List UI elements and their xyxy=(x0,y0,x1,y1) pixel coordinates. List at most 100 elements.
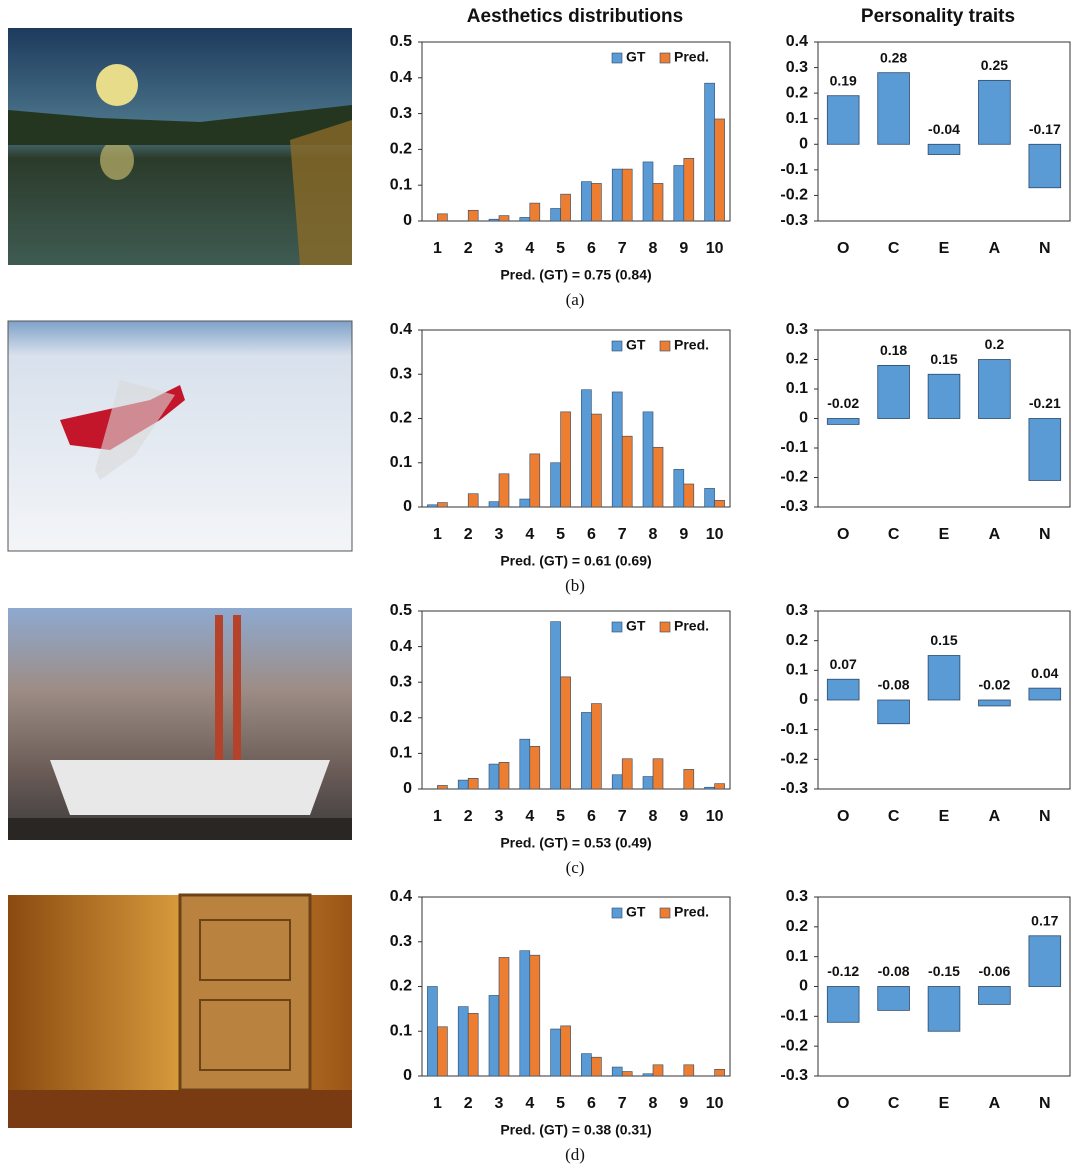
y-tick-label: 0.2 xyxy=(390,978,412,995)
x-tick-label: 10 xyxy=(706,808,724,825)
x-tick-label: 1 xyxy=(433,526,442,543)
bar xyxy=(551,463,561,507)
panel-label: (a) xyxy=(566,290,585,309)
panel-label: (c) xyxy=(566,858,585,877)
data-label: 0.04 xyxy=(1031,665,1058,681)
bar xyxy=(437,503,447,507)
bar xyxy=(643,162,653,221)
data-label: -0.02 xyxy=(978,677,1010,693)
x-tick-label: 9 xyxy=(679,240,688,257)
data-label: -0.06 xyxy=(978,963,1010,979)
bar xyxy=(928,144,960,154)
y-tick-label: 0.1 xyxy=(786,380,808,397)
legend-label: Pred. xyxy=(674,49,709,65)
x-tick-label: 8 xyxy=(649,240,658,257)
data-label: -0.08 xyxy=(878,677,910,693)
x-tick-label: A xyxy=(989,526,1001,543)
bar xyxy=(715,1069,725,1076)
y-tick-label: 0.3 xyxy=(786,888,808,905)
y-tick-label: 0.3 xyxy=(786,321,808,338)
x-tick-label: 4 xyxy=(525,808,534,825)
bar xyxy=(827,419,859,425)
x-tick-label: 7 xyxy=(618,240,627,257)
bar xyxy=(499,957,509,1076)
bar xyxy=(622,436,632,507)
data-label: -0.02 xyxy=(827,395,859,411)
bar xyxy=(653,447,663,507)
bar xyxy=(489,764,499,789)
bar xyxy=(827,96,859,145)
bar xyxy=(827,679,859,700)
bar xyxy=(551,208,561,221)
y-tick-label: 0.3 xyxy=(390,105,412,122)
bar xyxy=(684,769,694,789)
y-tick-label: 0.5 xyxy=(390,33,412,50)
panel-label: (b) xyxy=(565,576,585,595)
y-tick-label: 0.4 xyxy=(390,888,412,905)
bar xyxy=(468,210,478,221)
x-tick-label: 7 xyxy=(618,1095,627,1112)
bar xyxy=(468,494,478,507)
bar xyxy=(591,183,601,221)
bar xyxy=(715,784,725,789)
x-tick-label: 3 xyxy=(495,808,504,825)
bar xyxy=(427,987,437,1077)
bar xyxy=(591,1057,601,1076)
y-tick-label: -0.1 xyxy=(780,721,808,738)
legend-label: Pred. xyxy=(674,337,709,353)
bar xyxy=(530,454,540,507)
bar xyxy=(561,677,571,789)
bar xyxy=(612,169,622,221)
x-tick-label: 9 xyxy=(679,526,688,543)
x-tick-label: A xyxy=(989,240,1001,257)
y-tick-label: 0.1 xyxy=(786,110,808,127)
x-tick-label: O xyxy=(837,240,849,257)
legend-label: Pred. xyxy=(674,904,709,920)
bar xyxy=(928,987,960,1032)
panel-label: (d) xyxy=(565,1145,585,1164)
x-tick-label: A xyxy=(989,808,1001,825)
bar xyxy=(489,995,499,1076)
bar xyxy=(643,1074,653,1076)
y-tick-label: 0 xyxy=(799,410,808,427)
bar xyxy=(827,987,859,1023)
legend-label: GT xyxy=(626,904,646,920)
bar xyxy=(622,1072,632,1076)
bar xyxy=(561,194,571,221)
data-label: 0.28 xyxy=(880,49,907,65)
bar xyxy=(581,182,591,221)
x-tick-label: 1 xyxy=(433,1095,442,1112)
column-header: Aesthetics distributions xyxy=(467,6,683,27)
bar xyxy=(622,169,632,221)
bar xyxy=(684,1065,694,1076)
x-tick-label: E xyxy=(939,240,950,257)
x-tick-label: C xyxy=(888,240,900,257)
page: Aesthetics distributions Personality tra… xyxy=(0,0,1074,1169)
y-tick-label: 0.2 xyxy=(786,351,808,368)
bar xyxy=(499,762,509,789)
x-tick-label: 7 xyxy=(618,526,627,543)
photo-b xyxy=(8,321,352,551)
y-tick-label: 0.3 xyxy=(390,673,412,690)
bar xyxy=(468,778,478,789)
bar xyxy=(489,219,499,221)
x-tick-label: 6 xyxy=(587,1095,596,1112)
x-tick-label: 4 xyxy=(525,240,534,257)
x-tick-label: 5 xyxy=(556,240,565,257)
y-tick-label: 0.3 xyxy=(786,602,808,619)
data-label: -0.04 xyxy=(928,121,960,137)
y-tick-label: -0.3 xyxy=(780,498,808,515)
y-tick-label: 0.2 xyxy=(390,709,412,726)
bar xyxy=(520,951,530,1076)
x-tick-label: 6 xyxy=(587,808,596,825)
column-header: Personality traits xyxy=(861,6,1015,27)
x-tick-label: 6 xyxy=(587,526,596,543)
x-tick-label: 8 xyxy=(649,526,658,543)
data-label: 0.19 xyxy=(830,72,857,88)
y-tick-label: -0.1 xyxy=(780,439,808,456)
y-tick-label: -0.1 xyxy=(780,1008,808,1025)
y-tick-label: -0.2 xyxy=(780,469,808,486)
bar xyxy=(427,505,437,507)
bar xyxy=(674,469,684,507)
y-tick-label: -0.3 xyxy=(780,212,808,229)
